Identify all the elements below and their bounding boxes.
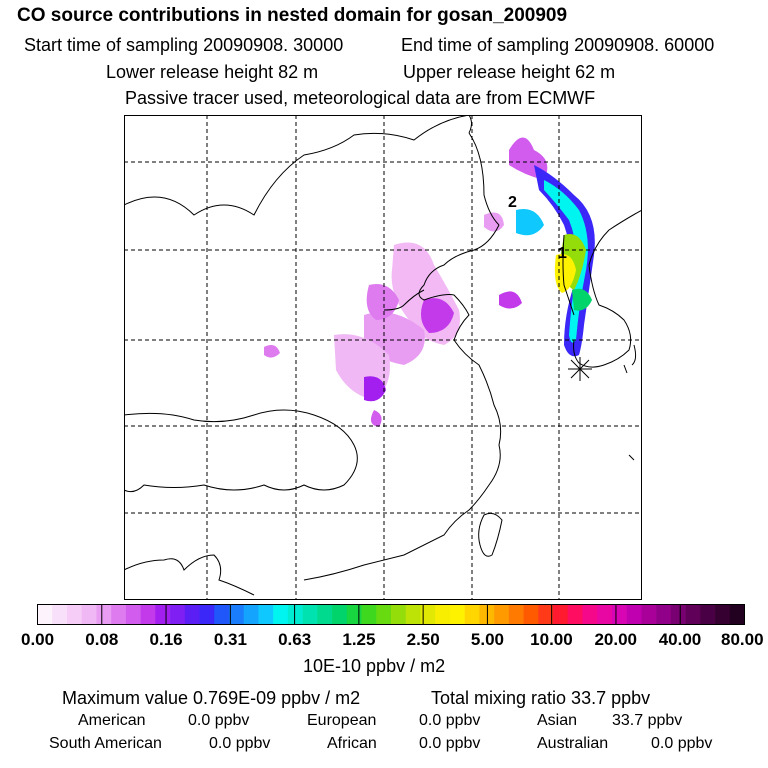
source-american-label: American bbox=[78, 712, 146, 729]
colorbar-cell bbox=[611, 604, 627, 625]
end-time: End time of sampling 20090908. 60000 bbox=[401, 35, 715, 55]
colorbar-cell bbox=[685, 604, 701, 625]
colorbar-cell bbox=[52, 604, 68, 625]
colorbar-cell bbox=[376, 604, 392, 625]
colorbar-cell bbox=[214, 604, 230, 625]
colorbar-cell bbox=[420, 604, 436, 625]
plume-fields bbox=[264, 137, 595, 427]
location-label-2: 2 bbox=[508, 194, 517, 211]
colorbar-cell bbox=[302, 604, 318, 625]
colorbar-cell bbox=[464, 604, 480, 625]
colorbar-cell bbox=[170, 604, 186, 625]
source-european-value: 0.0 ppbv bbox=[419, 712, 481, 729]
colorbar-cell bbox=[670, 604, 686, 625]
source-african-value: 0.0 ppbv bbox=[419, 735, 481, 752]
colorbar-tick-label: 20.00 bbox=[594, 630, 637, 649]
colorbar-tick-label: 80.00 bbox=[721, 630, 764, 649]
colorbar-cell bbox=[81, 604, 97, 625]
colorbar-cell bbox=[715, 604, 731, 625]
colorbar-tick-label: 10.00 bbox=[530, 630, 573, 649]
colorbar-tick-label: 0.00 bbox=[21, 630, 55, 649]
map-title: CO source contributions in nested domain… bbox=[17, 5, 568, 26]
colorbar-tick-label: 0.31 bbox=[213, 630, 247, 649]
source-european-label: European bbox=[307, 712, 377, 729]
colorbar-cell bbox=[626, 604, 642, 625]
colorbar-cell bbox=[641, 604, 657, 625]
colorbar-cell bbox=[273, 604, 289, 625]
source-african-label: African bbox=[327, 735, 377, 752]
colorbar-tick-label: 0.16 bbox=[149, 630, 183, 649]
colorbar-cell bbox=[391, 604, 407, 625]
graticule bbox=[124, 115, 642, 600]
colorbar-cell bbox=[125, 604, 141, 625]
colorbar-cell bbox=[538, 604, 554, 625]
location-label-1: 1 bbox=[558, 245, 567, 262]
colorbar-cell bbox=[96, 604, 112, 625]
colorbar-cell bbox=[140, 604, 156, 625]
total-mixing-ratio: Total mixing ratio 33.7 ppbv bbox=[431, 688, 651, 708]
colorbar-cell bbox=[287, 604, 303, 625]
colorbar-cell bbox=[199, 604, 215, 625]
colorbar-cell bbox=[346, 604, 362, 625]
colorbar-cell bbox=[508, 604, 524, 625]
colorbar-cell bbox=[228, 604, 245, 625]
source-south-american-label: South American bbox=[49, 735, 162, 752]
max-value: Maximum value 0.769E-09 ppbv / m2 bbox=[62, 688, 361, 708]
coastlines bbox=[124, 115, 642, 596]
colorbar-unit: 10E-10 ppbv / m2 bbox=[303, 656, 446, 676]
colorbar-cell bbox=[700, 604, 716, 625]
colorbar-cell bbox=[155, 604, 171, 625]
source-australian-label: Australian bbox=[537, 735, 609, 752]
colorbar-cell bbox=[729, 604, 745, 625]
colorbar-cell bbox=[656, 604, 672, 625]
colorbar-cell bbox=[582, 604, 598, 625]
colorbar-cell bbox=[361, 604, 377, 625]
colorbar-tick-label: 5.00 bbox=[470, 630, 504, 649]
colorbar-cell bbox=[523, 604, 539, 625]
source-american-value: 0.0 ppbv bbox=[188, 712, 250, 729]
source-asian-value: 33.7 ppbv bbox=[612, 712, 683, 729]
map-panel: 1 2 bbox=[124, 115, 642, 600]
colorbar-cell bbox=[479, 604, 495, 625]
info-line: Passive tracer used, meteorological data… bbox=[125, 88, 596, 108]
colorbar-cell bbox=[66, 604, 82, 625]
colorbar-cell bbox=[494, 604, 510, 625]
colorbar-cell bbox=[405, 604, 421, 625]
source-australian-value: 0.0 ppbv bbox=[651, 735, 713, 752]
colorbar-cell bbox=[243, 604, 259, 625]
colorbar bbox=[37, 604, 745, 625]
receptor-marker bbox=[568, 357, 592, 381]
upper-release-height: Upper release height 62 m bbox=[403, 62, 616, 82]
lower-release-height: Lower release height 82 m bbox=[106, 62, 319, 82]
colorbar-cell bbox=[317, 604, 333, 625]
colorbar-cell bbox=[37, 604, 53, 625]
map-frame bbox=[124, 115, 642, 600]
colorbar-tick-label: 0.63 bbox=[278, 630, 312, 649]
colorbar-tick-label: 0.08 bbox=[85, 630, 119, 649]
colorbar-cell bbox=[332, 604, 348, 625]
colorbar-cell bbox=[567, 604, 583, 625]
colorbar-cell bbox=[184, 604, 200, 625]
source-south-american-value: 0.0 ppbv bbox=[209, 735, 271, 752]
start-time: Start time of sampling 20090908. 30000 bbox=[24, 35, 344, 55]
colorbar-cell bbox=[258, 604, 274, 625]
colorbar-tick-label: 2.50 bbox=[406, 630, 440, 649]
colorbar-cell bbox=[111, 604, 127, 625]
colorbar-cell bbox=[449, 604, 465, 625]
colorbar-cell bbox=[435, 604, 451, 625]
colorbar-cell bbox=[553, 604, 569, 625]
source-asian-label: Asian bbox=[537, 712, 578, 729]
colorbar-tick-label: 40.00 bbox=[658, 630, 702, 649]
colorbar-cell bbox=[597, 604, 613, 625]
colorbar-tick-label: 1.25 bbox=[342, 630, 376, 649]
